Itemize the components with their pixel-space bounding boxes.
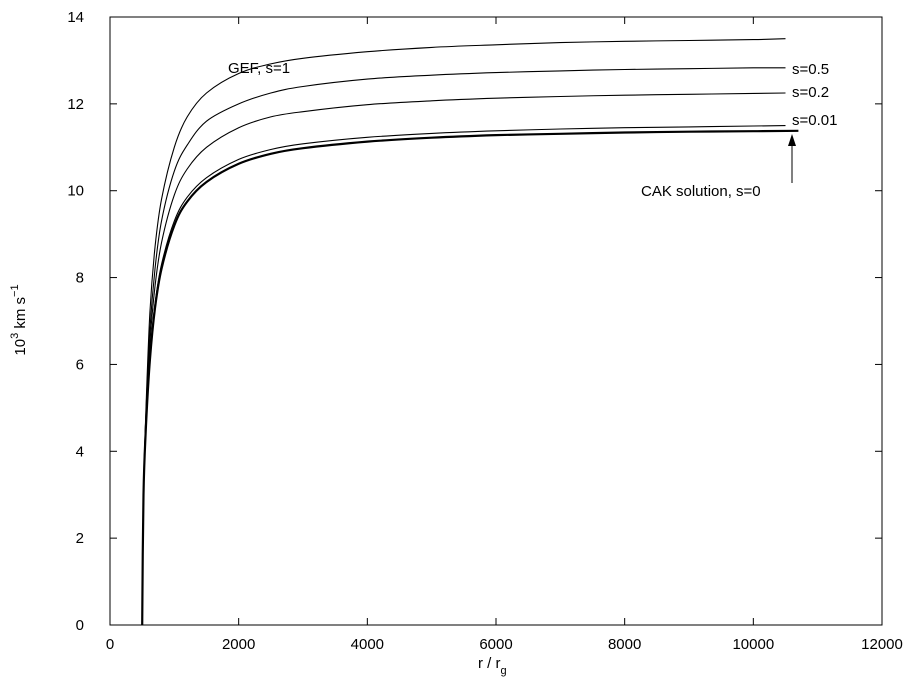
series-line-3 — [141, 125, 786, 626]
annotation-s02: s=0.2 — [792, 84, 829, 101]
y-tick-label: 4 — [76, 443, 84, 460]
x-tick-label: 4000 — [351, 636, 384, 653]
series-line-2 — [141, 92, 786, 626]
y-tick-label: 14 — [67, 9, 84, 26]
annotation-s05: s=0.5 — [792, 61, 829, 78]
y-tick-label: 6 — [76, 356, 84, 373]
series-lines — [141, 38, 799, 626]
y-tick-label: 2 — [76, 530, 84, 547]
x-axis-ticks: 0 2000 4000 6000 8000 10000 12000 — [106, 17, 903, 653]
annotation-s001: s=0.01 — [792, 112, 837, 129]
series-line-4 — [141, 129, 799, 626]
x-tick-label: 2000 — [222, 636, 255, 653]
y-tick-label: 8 — [76, 270, 84, 287]
x-tick-label: 6000 — [479, 636, 512, 653]
x-tick-label: 8000 — [608, 636, 641, 653]
annotation-cak: CAK solution, s=0 — [641, 183, 761, 200]
y-axis-label: 103 km s−1 — [9, 284, 29, 355]
x-axis-label: r / rg — [478, 655, 507, 677]
plot-frame — [109, 16, 883, 626]
y-tick-label: 10 — [67, 183, 84, 200]
series-line-0 — [141, 38, 786, 626]
x-tick-label: 10000 — [732, 636, 774, 653]
series-line-1 — [141, 67, 786, 626]
y-tick-label: 12 — [67, 96, 84, 113]
y-tick-label: 0 — [76, 617, 84, 634]
y-axis-ticks: 0 2 4 6 8 10 12 14 — [67, 9, 882, 634]
x-tick-label: 0 — [106, 636, 114, 653]
x-tick-label: 12000 — [861, 636, 903, 653]
annotation-arrow-head — [788, 134, 796, 146]
annotation-gef: GEF, s=1 — [228, 60, 290, 77]
